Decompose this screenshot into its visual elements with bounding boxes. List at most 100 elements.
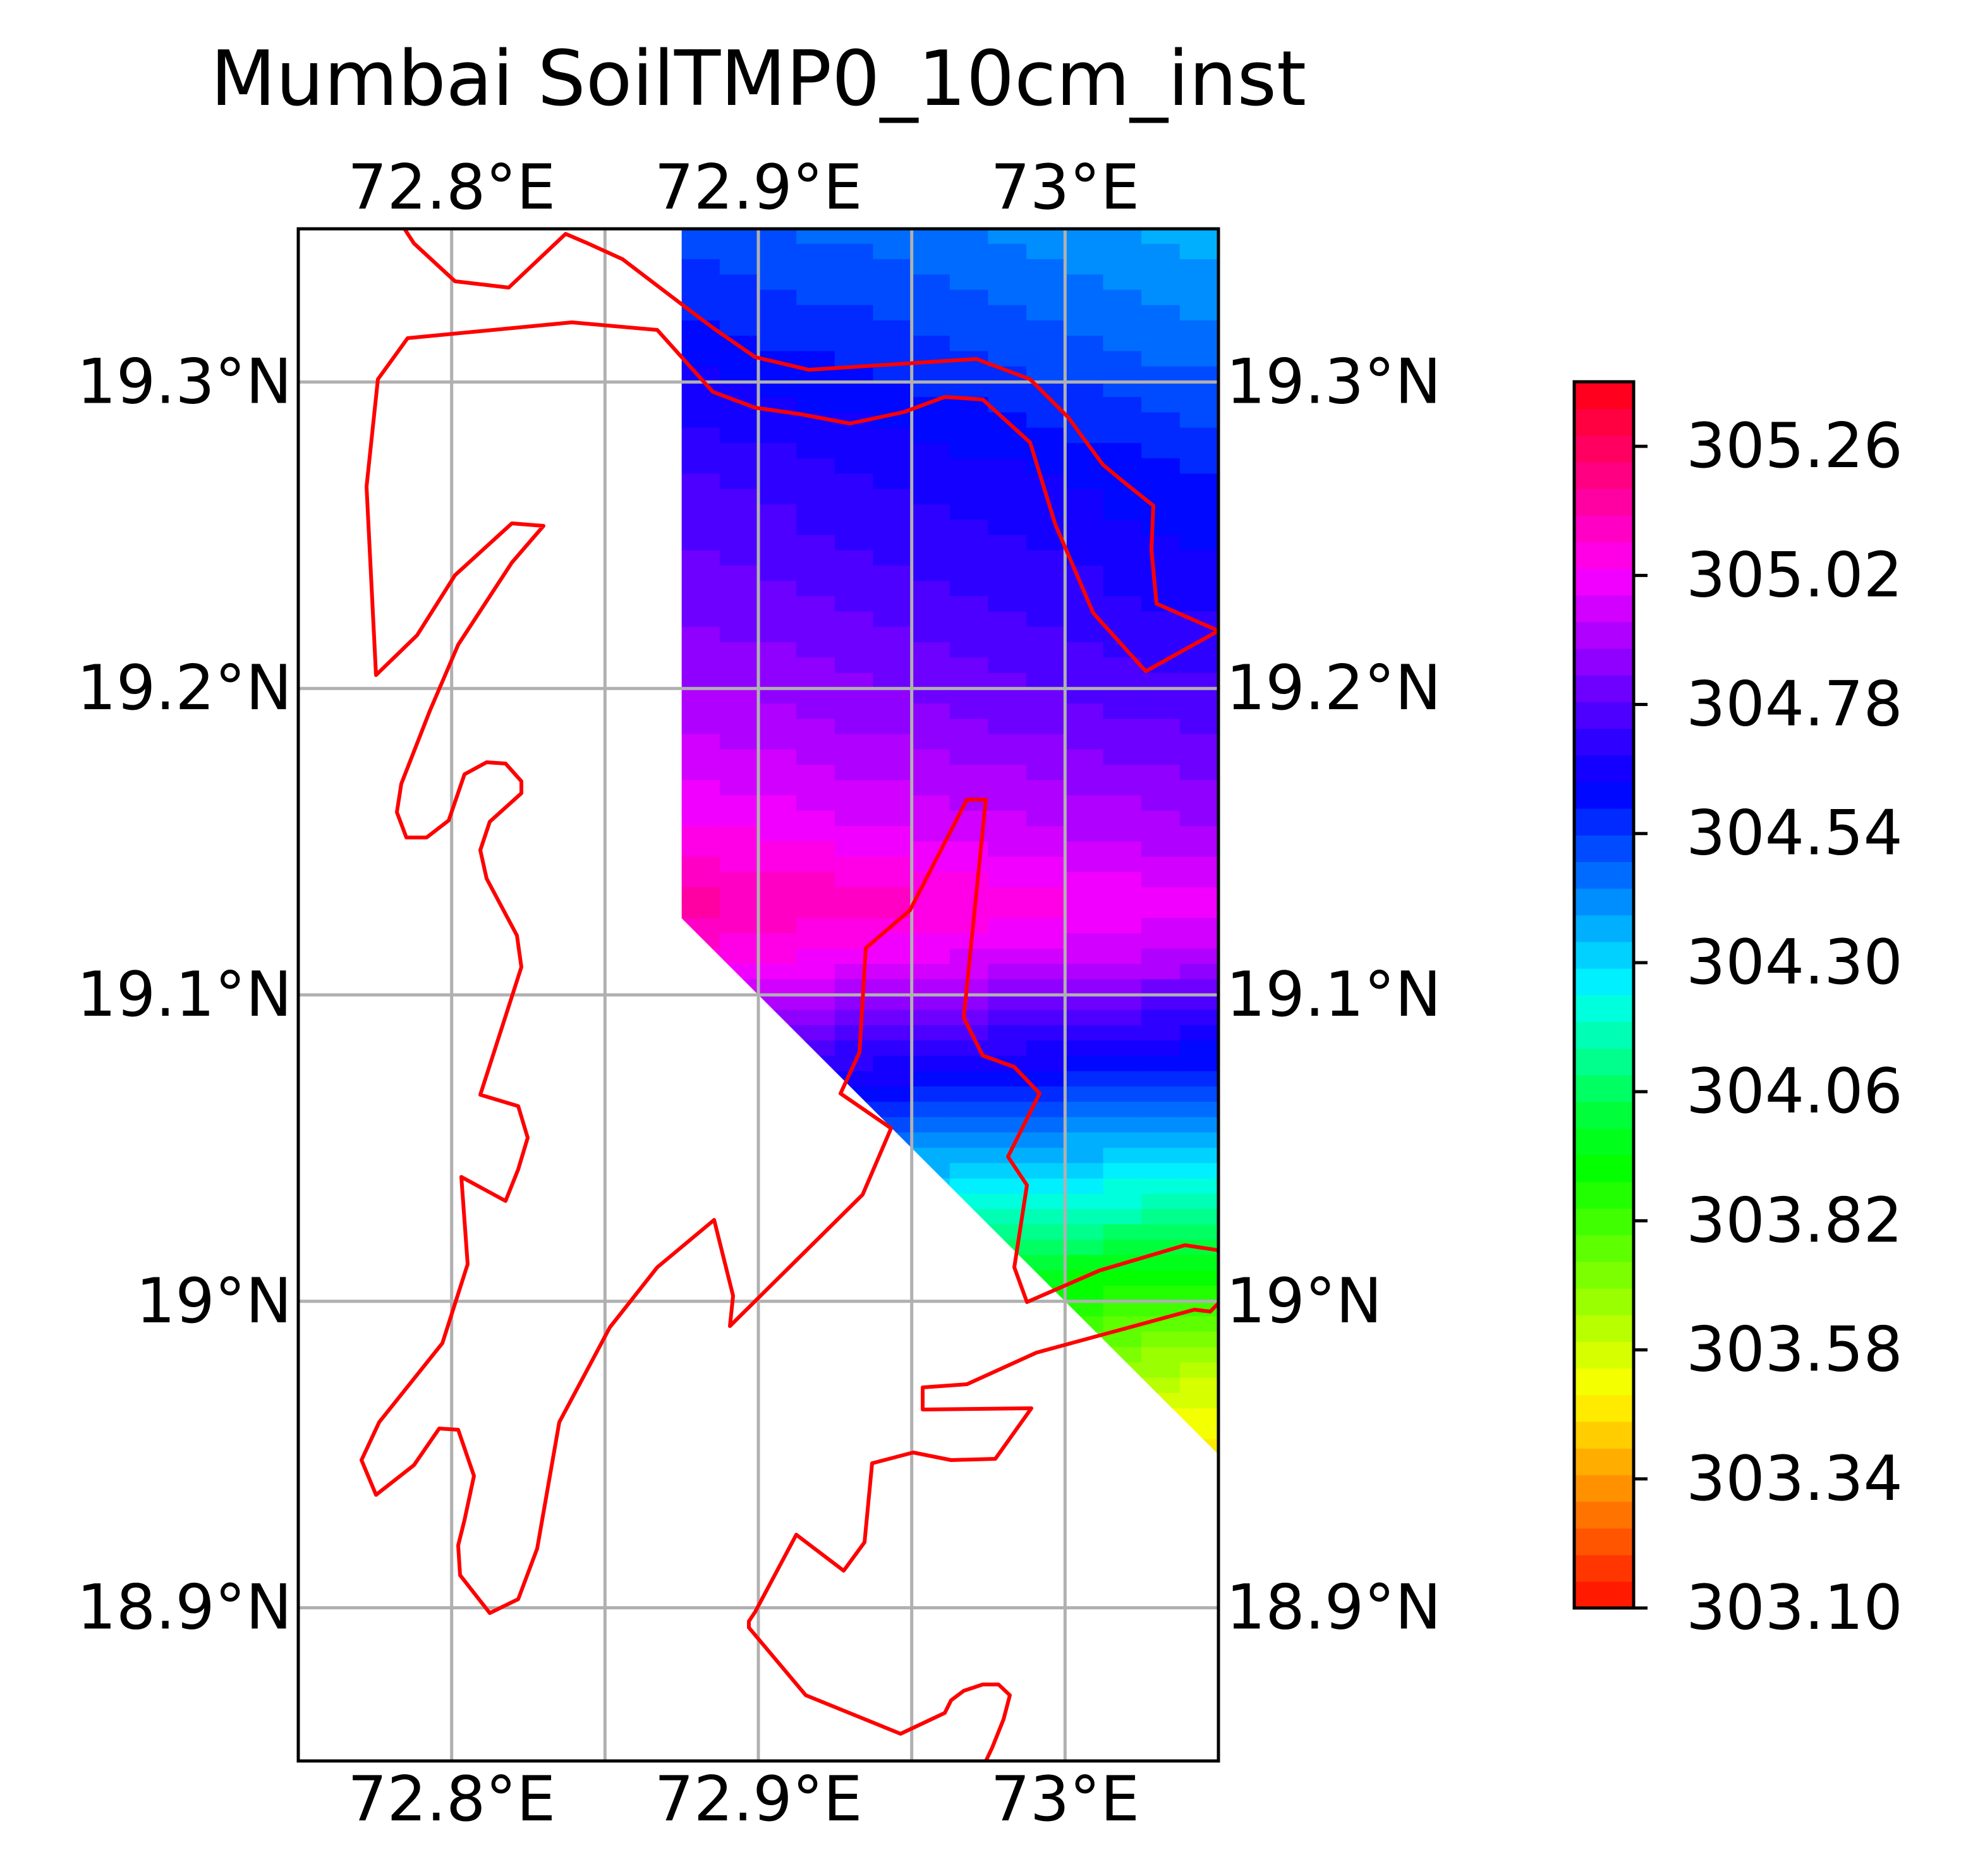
field-cell	[834, 243, 874, 260]
field-cell	[1064, 856, 1104, 873]
field-cell	[834, 1132, 874, 1148]
field-cell	[873, 795, 913, 812]
lat-tick-label-left: 19.1°N	[76, 959, 292, 1031]
colorbar-band	[1574, 995, 1634, 1022]
colorbar-band	[1574, 1048, 1634, 1076]
field-cell	[796, 489, 835, 505]
field-cell	[1103, 948, 1143, 965]
colorbar-band	[1574, 648, 1634, 676]
field-cell	[1103, 887, 1143, 904]
field-cell	[681, 1286, 720, 1302]
field-cell	[1141, 535, 1181, 551]
field-cell	[681, 427, 720, 444]
field-cell	[796, 703, 835, 720]
field-cell	[1179, 918, 1218, 934]
field-cell	[719, 810, 759, 827]
field-cell	[911, 703, 950, 720]
field-cell	[796, 243, 835, 260]
field-cell	[1064, 764, 1104, 781]
field-cell	[988, 703, 1028, 720]
field-cell	[758, 1025, 798, 1042]
field-cell	[1026, 673, 1065, 689]
field-cell	[834, 550, 874, 566]
field-cell	[1103, 825, 1143, 843]
field-cell	[1026, 1209, 1065, 1226]
field-cell	[719, 581, 759, 597]
field-cell	[719, 703, 759, 720]
field-cell	[1064, 1102, 1104, 1118]
field-cell	[1064, 841, 1104, 858]
colorbar-band	[1574, 915, 1634, 942]
field-cell	[911, 1071, 950, 1087]
field-cell	[988, 504, 1028, 521]
field-cell	[1179, 381, 1218, 398]
field-cell	[1064, 780, 1104, 796]
field-cell	[988, 535, 1028, 551]
field-cell	[681, 504, 720, 521]
field-cell	[1179, 305, 1218, 321]
field-cell	[796, 1286, 835, 1302]
field-cell	[758, 1178, 798, 1195]
field-cell	[1064, 1377, 1104, 1394]
field-cell	[1026, 1040, 1065, 1057]
field-cell	[834, 520, 874, 536]
field-cell	[1103, 259, 1143, 276]
colorbar-band	[1574, 1021, 1634, 1049]
field-cell	[1103, 520, 1143, 536]
field-cell	[1103, 1178, 1143, 1195]
field-cell	[834, 458, 874, 475]
field-cell	[758, 903, 798, 919]
field-cell	[758, 427, 798, 444]
field-cell	[758, 611, 798, 628]
field-cell	[719, 872, 759, 888]
field-cell	[873, 1347, 913, 1363]
field-cell	[1141, 1209, 1181, 1226]
field-cell	[873, 1362, 913, 1379]
field-cell	[1026, 964, 1065, 980]
colorbar-tick-label: 303.82	[1686, 1185, 1903, 1257]
field-cell	[758, 581, 798, 597]
field-cell	[758, 1056, 798, 1072]
field-cell	[1103, 1147, 1143, 1164]
field-cell	[911, 1009, 950, 1026]
field-cell	[1103, 1408, 1143, 1425]
field-cell	[1064, 1439, 1104, 1455]
field-cell	[719, 749, 759, 765]
field-cell	[1026, 1147, 1065, 1164]
field-cell	[988, 1178, 1028, 1195]
colorbar-band	[1574, 702, 1634, 729]
field-cell	[911, 489, 950, 505]
field-cell	[796, 780, 835, 796]
lat-tick-label-right: 19.1°N	[1226, 959, 1442, 1031]
field-cell	[1064, 948, 1104, 965]
field-cell	[1103, 1132, 1143, 1148]
field-cell	[719, 1286, 759, 1302]
field-cell	[1179, 1331, 1218, 1348]
field-cell	[796, 504, 835, 521]
field-cell	[719, 1040, 759, 1057]
field-cell	[1141, 1193, 1181, 1210]
field-cell	[1141, 673, 1181, 689]
field-cell	[988, 1193, 1028, 1210]
field-cell	[949, 1209, 989, 1226]
field-cell	[834, 856, 874, 873]
field-cell	[1026, 1224, 1065, 1241]
field-cell	[834, 596, 874, 612]
field-cell	[1026, 703, 1065, 720]
field-cell	[911, 1178, 950, 1195]
field-cell	[796, 825, 835, 843]
field-cell	[988, 274, 1028, 291]
field-cell	[873, 243, 913, 260]
field-cell	[758, 243, 798, 260]
field-cell	[1103, 933, 1143, 949]
field-cell	[719, 442, 759, 460]
field-cell	[949, 1009, 989, 1026]
colorbar-tick-label: 304.54	[1686, 798, 1903, 870]
field-cell	[1179, 749, 1218, 765]
field-cell	[911, 918, 950, 934]
field-cell	[719, 657, 759, 674]
field-cell	[1026, 979, 1065, 996]
field-cell	[796, 642, 835, 659]
field-cell	[1141, 719, 1181, 735]
field-cell	[758, 1423, 798, 1440]
